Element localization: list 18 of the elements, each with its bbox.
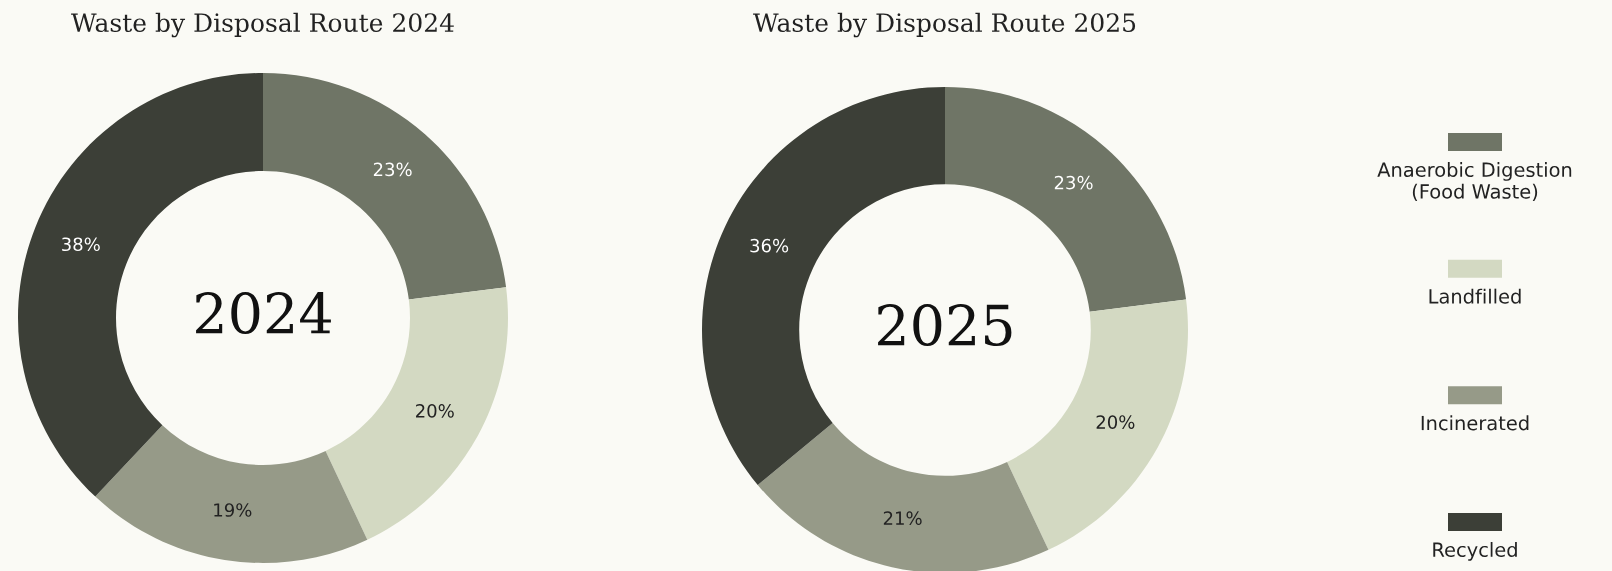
text: 2025: [878, 304, 1012, 347]
donut-slice: [757, 422, 1049, 571]
data-label: 23%: [373, 162, 412, 177]
data-label: 21%: [883, 511, 922, 525]
data-label: 36%: [750, 238, 789, 253]
legend-label: Landfilled: [1429, 288, 1521, 304]
data-label: 23%: [1054, 175, 1093, 190]
chart-title: Waste by Disposal Route 2025: [753, 12, 1136, 38]
donut-slice: [95, 425, 368, 563]
legend-label: Incinerated: [1421, 415, 1529, 431]
data-label: 19%: [214, 503, 252, 517]
text: 2024: [196, 292, 331, 335]
legend-label: Recycled: [1433, 542, 1517, 561]
chart-title: Waste by Disposal Route 2024: [71, 12, 454, 38]
data-label: 38%: [62, 237, 100, 252]
data-label: 20%: [416, 404, 454, 418]
data-label: 20%: [1096, 415, 1135, 429]
legend-label: Anaerobic Digestion (Food Waste): [1377, 162, 1572, 202]
